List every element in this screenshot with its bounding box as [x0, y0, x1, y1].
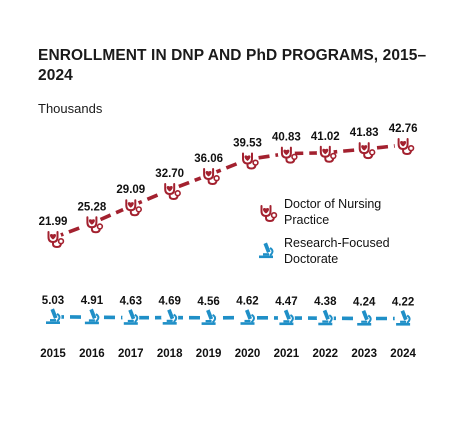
data-label: 4.22: [392, 297, 414, 309]
data-label: 42.76: [389, 123, 418, 135]
stethoscope-marker-icon: [122, 197, 143, 217]
legend-label: Research-Focused: [284, 236, 390, 250]
stethoscope-marker-icon: [161, 181, 181, 201]
x-tick-label: 2017: [118, 348, 144, 360]
stethoscope-marker-icon: [44, 229, 65, 249]
legend-label: Doctor of Nursing: [284, 197, 381, 211]
data-label: 36.06: [194, 153, 223, 165]
x-tick-label: 2015: [40, 348, 66, 360]
x-tick-label: 2020: [235, 348, 261, 360]
x-tick-label: 2024: [390, 348, 416, 360]
data-label: 5.03: [42, 295, 64, 307]
legend-label: Doctorate: [284, 252, 338, 266]
chart-title: ENROLLMENT IN DNP AND PhD PROGRAMS, 2015…: [38, 47, 427, 84]
microscope-marker-icon: [161, 309, 179, 327]
data-label: 25.28: [78, 201, 107, 213]
data-labels: 21.99 25.28 29.09 32.70 36.06 39.53 40.83 41.02…: [39, 123, 418, 309]
microscope-marker-icon: [83, 308, 101, 326]
x-tick-label: 2022: [313, 348, 339, 360]
data-label: 4.91: [81, 295, 104, 307]
data-label: 4.62: [236, 296, 258, 308]
series-line-dnp: [52, 143, 404, 240]
data-label: 40.83: [272, 132, 301, 144]
legend-label: Practice: [284, 213, 329, 227]
microscope-marker-icon: [200, 309, 218, 327]
stethoscope-marker-icon: [394, 136, 415, 156]
x-tick-label: 2018: [157, 348, 183, 360]
x-tick-label: 2016: [79, 348, 105, 360]
unit-label: Thousands: [38, 101, 103, 116]
legend: Doctor of Nursing Practice Research-Focuse…: [259, 197, 390, 266]
data-label: 4.63: [120, 296, 142, 308]
microscope-marker-icon: [239, 309, 256, 327]
data-label: 29.09: [116, 184, 145, 196]
microscope-marker-icon: [394, 310, 412, 327]
x-tick-label: 2019: [196, 348, 222, 360]
data-label: 39.53: [233, 137, 262, 149]
stethoscope-marker-icon: [277, 145, 298, 164]
legend-stethoscope-icon: [260, 205, 278, 223]
x-tick-label: 2023: [351, 348, 377, 360]
x-axis: 2015 2016 2017 2018 2019 2020 2021 2022 2023 2024: [40, 348, 416, 360]
data-label: 4.24: [353, 296, 376, 308]
series-line-phd: [52, 315, 404, 321]
series-lines: [52, 143, 404, 321]
stethoscope-marker-icon: [200, 166, 220, 186]
series-markers: [44, 136, 415, 327]
data-label: 4.56: [197, 296, 219, 308]
stethoscope-marker-icon: [355, 140, 376, 160]
data-label: 41.02: [311, 131, 340, 143]
data-label: 4.69: [159, 296, 181, 308]
microscope-marker-icon: [44, 308, 62, 326]
microscope-marker-icon: [355, 309, 373, 327]
microscope-marker-icon: [277, 309, 295, 327]
x-tick-label: 2021: [274, 348, 300, 360]
data-label: 32.70: [155, 168, 184, 180]
data-label: 4.38: [314, 296, 337, 308]
data-label: 4.47: [275, 296, 297, 308]
stethoscope-marker-icon: [83, 214, 104, 234]
microscope-marker-icon: [316, 309, 334, 327]
legend-microscope-icon: [259, 242, 274, 259]
microscope-marker-icon: [122, 309, 140, 327]
data-label: 41.83: [350, 127, 379, 139]
data-label: 21.99: [39, 216, 68, 228]
stethoscope-marker-icon: [316, 144, 337, 163]
stethoscope-marker-icon: [239, 150, 259, 170]
